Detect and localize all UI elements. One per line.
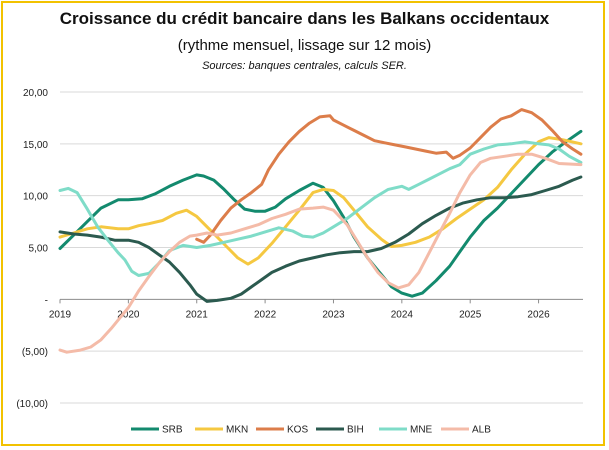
x-tick-label: 2026 — [527, 309, 550, 320]
series-line-kos — [195, 108, 583, 244]
y-tick-label: 5,00 — [29, 244, 49, 255]
chart-title: Croissance du crédit bancaire dans les B… — [59, 9, 550, 28]
x-tick-label: 2020 — [117, 309, 140, 320]
legend-label: BIH — [347, 425, 364, 436]
x-tick-label: 2022 — [254, 309, 277, 320]
x-tick-label: 2019 — [49, 309, 72, 320]
chart-source: Sources: banques centrales, calculs SER. — [202, 60, 407, 72]
y-tick-label: 10,00 — [23, 192, 48, 203]
y-tick-label: - — [45, 295, 48, 306]
x-tick-label: 2025 — [459, 309, 482, 320]
x-tick-label: 2024 — [391, 309, 414, 320]
series-line-alb — [58, 152, 583, 354]
x-axis-ticks: 2019 2020 2021 2022 2023 2024 2025 2026 — [49, 299, 550, 320]
legend: SRB MKN KOS BIH MNE ALB — [131, 425, 491, 436]
y-tick-label: 15,00 — [23, 140, 48, 151]
x-tick-label: 2021 — [186, 309, 209, 320]
legend-label: KOS — [287, 425, 308, 436]
grid-lines — [60, 91, 583, 404]
legend-label: MKN — [226, 425, 248, 436]
legend-label: MNE — [410, 425, 433, 436]
series-lines — [58, 108, 583, 354]
y-tick-label: (5,00) — [22, 347, 48, 358]
series-line-mne — [58, 140, 583, 277]
y-tick-label: (10,00) — [16, 399, 48, 410]
series-line-srb — [58, 129, 583, 298]
y-tick-label: 20,00 — [23, 88, 48, 99]
series-line-bih — [58, 175, 583, 303]
chart-subtitle: (rythme mensuel, lissage sur 12 mois) — [177, 37, 432, 54]
legend-label: SRB — [162, 425, 183, 436]
y-axis-ticks: 20,00 15,00 10,00 5,00 - (5,00) (10,00) — [16, 88, 48, 410]
x-tick-label: 2023 — [322, 309, 345, 320]
legend-label: ALB — [472, 425, 491, 436]
